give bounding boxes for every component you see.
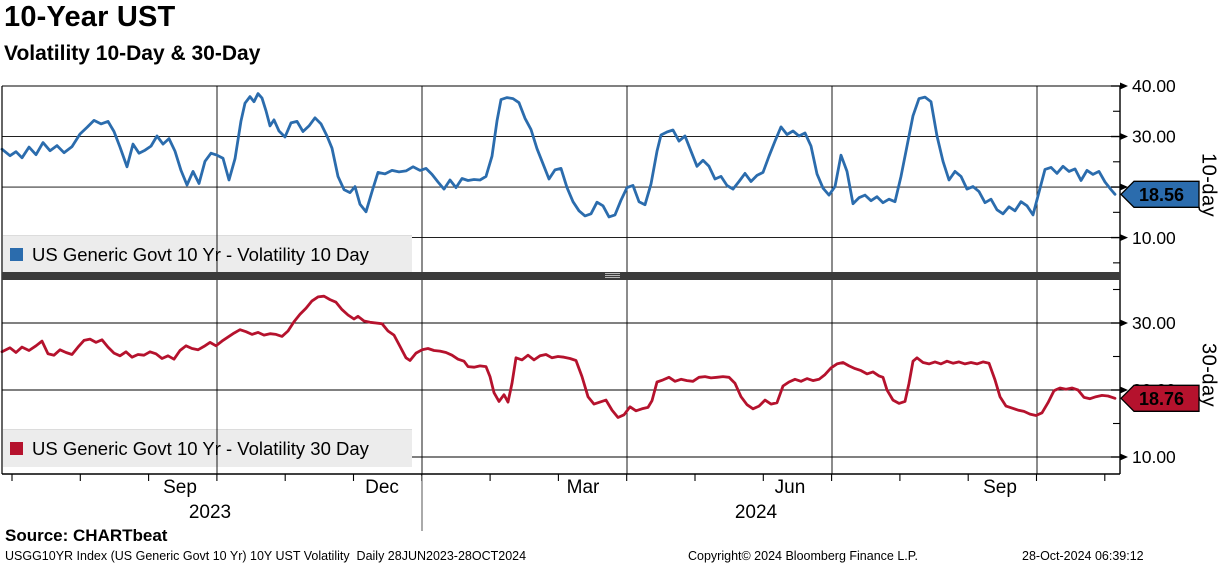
last-value-text-30-day: 18.76 xyxy=(1139,389,1184,409)
legend-label-30day: US Generic Govt 10 Yr - Volatility 30 Da… xyxy=(32,437,369,459)
y-tick-label: 40.00 xyxy=(1132,76,1176,96)
splitter-grip-icon xyxy=(605,273,620,279)
page-title: 10-Year UST xyxy=(4,1,176,33)
last-value-text-10-day: 18.56 xyxy=(1139,185,1184,205)
y-tick-label: 10.00 xyxy=(1132,228,1176,248)
y-tick-label: 30.00 xyxy=(1132,127,1176,147)
axis-title-30day: 30-day xyxy=(1197,342,1220,408)
y-tick-label: 30.00 xyxy=(1132,313,1176,333)
footer-copyright: Copyright© 2024 Bloomberg Finance L.P. xyxy=(688,549,918,563)
y-tick-arrow-icon xyxy=(1120,453,1128,461)
footer-ticker-info: USGG10YR Index (US Generic Govt 10 Yr) 1… xyxy=(5,549,527,563)
x-axis-month-label: Dec xyxy=(365,477,399,498)
y-tick-label: 20.00 xyxy=(1132,177,1176,197)
y-tick-label: 20.00 xyxy=(1132,380,1176,400)
legend-swatch-30day-icon xyxy=(10,442,23,455)
y-tick-arrow-icon xyxy=(1120,133,1128,141)
x-axis-year-label: 2024 xyxy=(735,502,778,523)
legend-swatch-10day-icon xyxy=(10,248,23,261)
last-value-badge-30-day xyxy=(1120,384,1200,412)
series-line-10-day[interactable] xyxy=(0,92,1117,219)
source-line: Source: CHARTbeat xyxy=(5,526,168,545)
x-axis-month-label: Mar xyxy=(567,477,600,498)
y-tick-label: 10.00 xyxy=(1132,447,1176,467)
legend-label-10day: US Generic Govt 10 Yr - Volatility 10 Da… xyxy=(32,243,369,265)
legend-30day[interactable]: US Generic Govt 10 Yr - Volatility 30 Da… xyxy=(3,429,412,467)
panel-splitter[interactable] xyxy=(2,272,1120,280)
footer-timestamp: 28-Oct-2024 06:39:12 xyxy=(1022,549,1144,563)
y-tick-arrow-icon xyxy=(1120,234,1128,242)
y-tick-arrow-icon xyxy=(1120,386,1128,394)
y-tick-arrow-icon xyxy=(1120,319,1128,327)
y-tick-arrow-icon xyxy=(1120,183,1128,191)
series-line-30-day[interactable] xyxy=(0,294,1117,419)
axis-title-10day: 10-day xyxy=(1197,152,1220,218)
last-value-badge-10-day xyxy=(1120,180,1200,208)
x-axis-month-label: Sep xyxy=(163,477,197,498)
y-tick-arrow-icon xyxy=(1120,82,1128,90)
legend-10day[interactable]: US Generic Govt 10 Yr - Volatility 10 Da… xyxy=(3,235,412,273)
page-subtitle: Volatility 10-Day & 30-Day xyxy=(4,42,261,65)
x-axis-month-label: Sep xyxy=(983,477,1017,498)
x-axis-year-label: 2023 xyxy=(189,502,231,523)
x-axis-month-label: Jun xyxy=(775,477,806,498)
